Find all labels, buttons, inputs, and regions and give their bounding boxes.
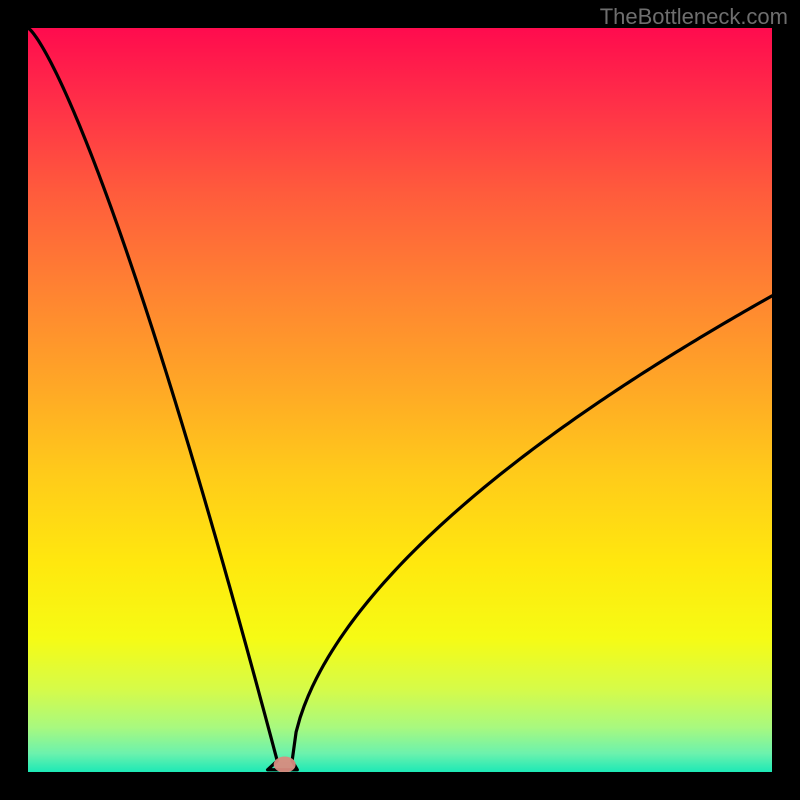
optimal-point-marker: [274, 757, 296, 773]
plot-background: [28, 28, 772, 772]
watermark-text: TheBottleneck.com: [600, 4, 788, 30]
chart-container: TheBottleneck.com: [0, 0, 800, 800]
bottleneck-chart: [0, 0, 800, 800]
